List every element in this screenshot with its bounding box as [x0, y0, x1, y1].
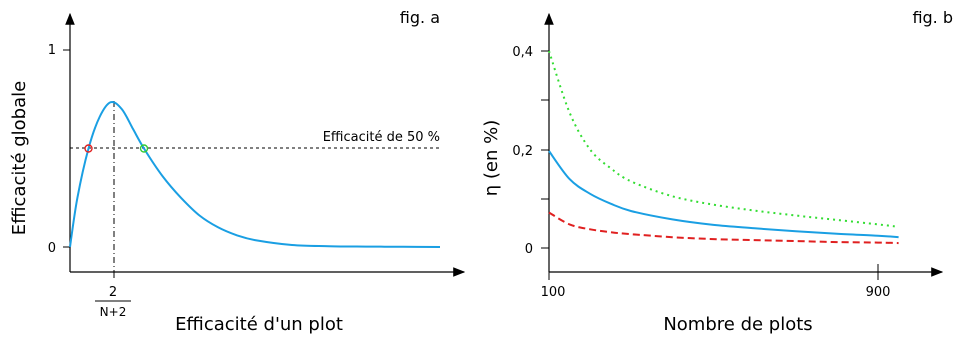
- chart-b: fig. b 0,4 0,2 0 100 900 Nombre de plots…: [481, 8, 953, 335]
- chart-a-y-label: Efficacité globale: [9, 81, 30, 235]
- chart-b-xtick-label-900: 900: [866, 285, 891, 300]
- chart-b-series-line-1: [548, 150, 899, 239]
- chart-a-crossing-marker-1: [139, 144, 149, 153]
- chart-a: fig. a 1 0 2 N+2 Efficacité de 50 % Effi…: [9, 8, 466, 335]
- chart-b-ytick-label-02: 0,2: [512, 144, 533, 159]
- chart-a-tag: fig. a: [400, 8, 440, 27]
- chart-b-y-label: η (en %): [481, 120, 502, 196]
- chart-a-reference-label: Efficacité de 50 %: [323, 130, 440, 145]
- chart-a-x-label: Efficacité d'un plot: [175, 314, 343, 335]
- chart-b-xtick-label-100: 100: [541, 285, 566, 300]
- chart-b-x-label: Nombre de plots: [663, 314, 812, 335]
- chart-b-series-line-2: [548, 211, 899, 245]
- chart-b-plot: [548, 50, 899, 245]
- chart-b-ytick-label-04: 0,4: [512, 45, 533, 60]
- chart-a-ytick-label-1: 1: [48, 43, 56, 58]
- chart-a-ytick-label-0: 0: [48, 241, 56, 256]
- chart-a-plot: [69, 100, 441, 248]
- chart-a-crossing-marker-0: [84, 144, 93, 153]
- chart-a-marker-denominator: N+2: [100, 305, 127, 319]
- chart-b-tag: fig. b: [912, 8, 953, 27]
- chart-b-ytick-label-0: 0: [525, 242, 533, 257]
- chart-a-marker-numerator: 2: [109, 285, 117, 300]
- chart-a-series-line-0: [69, 100, 441, 248]
- chart-b-series-line-0: [548, 50, 899, 228]
